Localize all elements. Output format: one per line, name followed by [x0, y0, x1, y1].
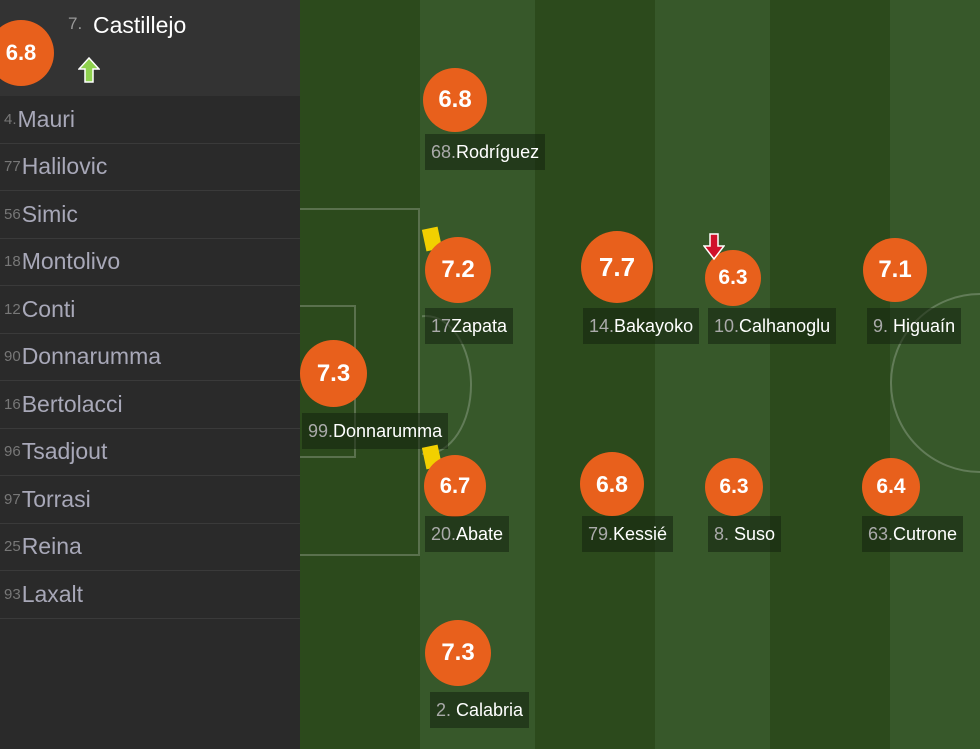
player-number: 12 [4, 300, 21, 318]
bench-player[interactable]: 93 Laxalt [0, 571, 300, 619]
player-name: Halilovic [21, 153, 108, 180]
player-number: 79. [588, 524, 614, 544]
player-name: Bakayoko [614, 316, 694, 336]
player-number: 93 [4, 585, 21, 603]
rating-badge: 6.8 [580, 452, 644, 516]
bench-player[interactable]: 96 Tsadjout [0, 429, 300, 476]
player-name: Bertolacci [21, 390, 123, 417]
player-number: 9. [873, 316, 889, 336]
bench-player[interactable]: 90 Donnarumma [0, 334, 300, 381]
player-name: Cutrone [893, 524, 958, 544]
rating-badge: 6.4 [862, 458, 920, 516]
arrow-down-icon [703, 233, 725, 261]
player-name: Conti [21, 295, 76, 322]
player-name: Higuaín [893, 316, 956, 336]
bench-player[interactable]: 12 Conti [0, 286, 300, 334]
player-number: 20. [431, 524, 457, 544]
rating-badge: 7.2 [425, 237, 491, 303]
player-name: Zapata [451, 316, 508, 336]
rating-badge: 7.3 [300, 340, 367, 407]
player-label[interactable]: 63.Cutrone [862, 516, 964, 552]
rating-badge: 7.3 [425, 620, 491, 686]
rating-badge: 7.1 [863, 238, 927, 302]
player-name: Laxalt [21, 580, 84, 607]
player-label[interactable]: 10.Calhanoglu [708, 308, 837, 344]
player-name: Simic [21, 200, 78, 227]
player-label[interactable]: 14.Bakayoko [583, 308, 700, 344]
player-number: 14. [589, 316, 615, 336]
bench-player[interactable]: 18 Montolivo [0, 239, 300, 286]
player-number: 2. [436, 700, 452, 720]
player-name: Suso [734, 524, 776, 544]
substitutes-panel: 6.8 7. Castillejo 4. Mauri 77 Halilovic 56… [0, 0, 300, 749]
substitute-in-entry[interactable]: 6.8 7. Castillejo [0, 0, 300, 96]
player-name: Tsadjout [21, 438, 108, 465]
penalty-box [300, 208, 420, 556]
bench-player[interactable]: 56 Simic [0, 191, 300, 239]
player-label[interactable]: 2. Calabria [430, 692, 530, 728]
player-label[interactable]: 8. Suso [708, 516, 782, 552]
player-number: 90 [4, 348, 21, 366]
rating-badge: 6.7 [424, 455, 486, 517]
player-label[interactable]: 9. Higuaín [867, 308, 962, 344]
player-number: 7. [68, 14, 83, 33]
player-number: 96 [4, 443, 21, 461]
rating-badge: 6.8 [0, 20, 54, 86]
arrow-up-icon [78, 57, 100, 83]
player-label[interactable]: 68.Rodríguez [425, 134, 546, 170]
player-number: 99. [308, 421, 334, 441]
player-name: Kessié [613, 524, 668, 544]
player-number: 56 [4, 205, 21, 223]
player-name: Donnarumma [21, 343, 162, 370]
player-name: Calhanoglu [739, 316, 831, 336]
bench-list: 4. Mauri 77 Halilovic 56 Simic 18 Montolivo … [0, 96, 300, 619]
bench-player[interactable]: 4. Mauri [0, 96, 300, 144]
bench-player[interactable]: 97 Torrasi [0, 476, 300, 524]
player-name: Abate [456, 524, 504, 544]
player-name: Montolivo [21, 248, 121, 275]
player-label[interactable]: 79.Kessié [582, 516, 674, 552]
player-number: 63. [868, 524, 894, 544]
bench-player[interactable]: 77 Halilovic [0, 144, 300, 191]
player-name: Reina [21, 533, 82, 560]
player-number: 16 [4, 395, 21, 413]
rating-badge: 7.7 [581, 231, 653, 303]
player-name: Castillejo [93, 12, 187, 38]
pitch [300, 0, 980, 749]
player-label[interactable]: 20.Abate [425, 516, 510, 552]
player-number: 77 [4, 158, 21, 176]
player-label[interactable]: 17Zapata [425, 308, 514, 344]
rating-badge: 6.3 [705, 458, 763, 516]
player-name: Torrasi [21, 485, 91, 512]
player-number: 10. [714, 316, 740, 336]
player-label[interactable]: 99.Donnarumma [302, 413, 449, 449]
player-name: Calabria [456, 700, 524, 720]
player-number: 25 [4, 538, 21, 556]
player-number: 17 [431, 316, 452, 336]
player-name: Rodríguez [456, 142, 540, 162]
player-number: 97 [4, 490, 21, 508]
bench-player[interactable]: 16 Bertolacci [0, 381, 300, 429]
player-number: 8. [714, 524, 730, 544]
player-name: Donnarumma [333, 421, 443, 441]
player-number: 18 [4, 253, 21, 271]
rating-badge: 6.8 [423, 68, 487, 132]
player-number: 68. [431, 142, 457, 162]
player-name: Mauri [17, 105, 76, 132]
player-number: 4. [4, 110, 17, 128]
bench-player[interactable]: 25 Reina [0, 524, 300, 571]
